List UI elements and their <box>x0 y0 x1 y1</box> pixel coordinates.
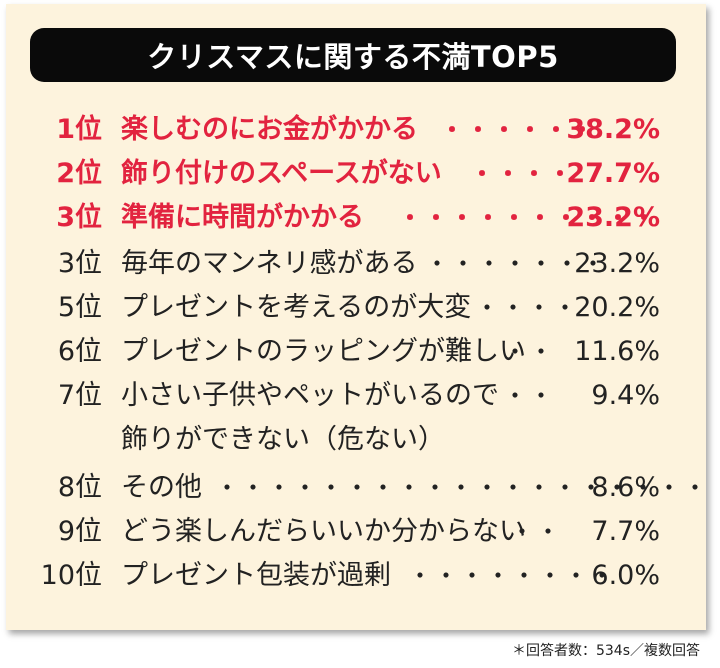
percentage: 11.6% <box>574 336 660 367</box>
rank-label: 6位 <box>57 336 102 367</box>
percentage: 20.2% <box>574 292 660 323</box>
leader-dots: ・・ <box>510 518 562 546</box>
ranking-card <box>6 4 706 630</box>
leader-dots: ・・・・・・ <box>440 116 596 144</box>
percentage: 6.0% <box>591 560 660 591</box>
leader-dots: ・・・・・・・・・・・・・・・・・・・ <box>215 474 709 502</box>
ranking-row-5: 5位 プレゼントを考えるのが大変 ・・・・ 20.2% <box>0 285 720 331</box>
rank-label: 2位 <box>56 158 102 189</box>
item-label: プレゼント包装が過剰 <box>121 560 391 591</box>
title-bar: クリスマスに関する不満TOP5 <box>30 28 676 82</box>
item-label: 楽しむのにお金がかかる <box>121 114 418 145</box>
percentage: 8.6% <box>591 472 660 503</box>
ranking-row-2: 2位 飾り付けのスペースがない ・・・・ 27.7% <box>0 151 720 197</box>
ranking-row-8: 8位 その他 ・・・・・・・・・・・・・・・・・・・ 8.6% <box>0 465 720 511</box>
leader-dots: ・・ <box>503 338 555 366</box>
rank-label: 3位 <box>57 248 102 279</box>
item-label: 準備に時間がかかる <box>121 202 364 233</box>
leader-dots: ・・・・ <box>470 160 574 188</box>
ranking-row-6: 6位 プレゼントのラッピングが難しい ・・ 11.6% <box>0 329 720 375</box>
rank-label: 9位 <box>57 516 102 547</box>
rank-label: 5位 <box>57 292 102 323</box>
percentage: 23.2% <box>574 248 660 279</box>
leader-dots: ・・・・ <box>475 294 579 322</box>
leader-dots: ・・・・・・・・・・ <box>398 204 658 232</box>
leader-dots: ・・・・・・・ <box>425 250 607 278</box>
rank-label: 3位 <box>56 202 102 233</box>
page-title: クリスマスに関する不満TOP5 <box>147 40 559 74</box>
percentage: 38.2% <box>566 114 660 145</box>
rank-label: 1位 <box>56 114 102 145</box>
ranking-row-3: 3位 準備に時間がかかる ・・・・・・・・・・ 23.2% <box>0 195 720 241</box>
rank-label: 8位 <box>57 472 102 503</box>
footnote: ＊回答者数：534s／複数回答 <box>511 643 700 659</box>
percentage: 27.7% <box>566 158 660 189</box>
item-label: プレゼントのラッピングが難しい <box>121 336 526 367</box>
ranking-row-9: 9位 どう楽しんだらいいか分からない ・・ 7.7% <box>0 509 720 555</box>
percentage: 7.7% <box>591 516 660 547</box>
item-label: 毎年のマンネリ感がある <box>121 248 418 279</box>
rank-label: 10位 <box>40 560 102 591</box>
percentage: 23.2% <box>566 202 660 233</box>
item-label: その他 <box>121 472 202 503</box>
ranking-row-7: 7位 小さい子供やペットがいるので ・・ 9.4% <box>0 373 720 419</box>
ranking-row-10: 10位 プレゼント包装が過剰 ・・・・・・・・ 6.0% <box>0 553 720 599</box>
ranking-row-1: 1位 楽しむのにお金がかかる ・・・・・・ 38.2% <box>0 107 720 153</box>
leader-dots: ・・・・・・・・ <box>408 562 616 590</box>
percentage: 9.4% <box>591 380 660 411</box>
item-label: 小さい子供やペットがいるので <box>121 380 499 411</box>
item-label: どう楽しんだらいいか分からない <box>121 516 526 547</box>
item-label-continuation: 飾りができない（危ない） <box>121 424 445 455</box>
item-label: 飾り付けのスペースがない <box>121 158 442 189</box>
ranking-row-4: 3位 毎年のマンネリ感がある ・・・・・・・ 23.2% <box>0 241 720 287</box>
leader-dots: ・・ <box>503 382 555 410</box>
rank-label: 7位 <box>57 380 102 411</box>
item-label: プレゼントを考えるのが大変 <box>121 292 472 323</box>
